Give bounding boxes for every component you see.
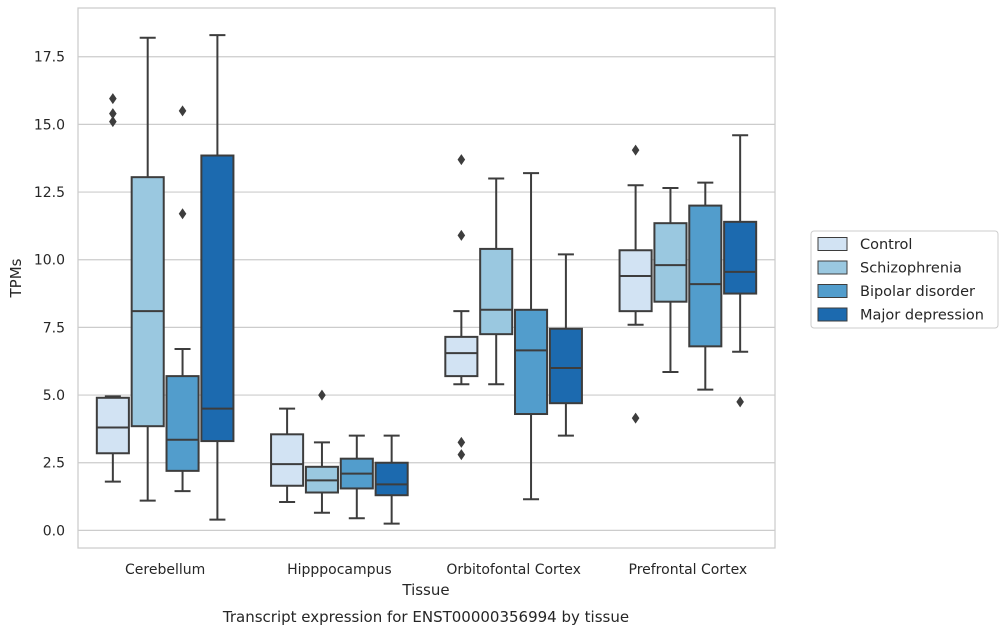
legend-label: Major depression	[860, 308, 984, 324]
box-0-0	[95, 93, 130, 483]
outlier-marker	[178, 208, 187, 220]
y-tick-label: 0.0	[43, 523, 65, 539]
legend-frame	[810, 230, 999, 329]
box-2-3	[688, 181, 723, 391]
box-body	[514, 308, 549, 416]
outlier-marker	[178, 105, 187, 117]
legend-swatch	[817, 284, 848, 298]
outlier-marker	[109, 116, 117, 128]
box-2-2	[514, 172, 549, 501]
box-1-3	[653, 187, 688, 374]
box-body	[548, 327, 583, 405]
box-1-1	[304, 389, 339, 514]
box-body	[618, 249, 653, 313]
x-tick-label: Cerebellum	[125, 562, 205, 578]
box-0-3	[618, 144, 653, 424]
outlier-marker	[457, 154, 466, 166]
box-1-2	[479, 177, 514, 386]
y-axis-label: TPMs	[7, 258, 25, 298]
box-body	[479, 247, 514, 336]
chart-caption: Transcript expression for ENST0000035699…	[222, 608, 629, 626]
box-groups	[95, 34, 758, 525]
outlier-marker	[457, 229, 466, 241]
box-body	[165, 375, 200, 472]
box-3-2	[548, 253, 583, 437]
x-tick-label: Prefrontal Cortex	[629, 562, 748, 578]
y-tick-labels: 0.0 2.5 5.0 7.5 10.0 12.5 15.0 17.5	[34, 50, 65, 540]
legend: Control Schizophrenia Bipolar disorder Majo…	[810, 230, 999, 329]
box-body	[444, 335, 479, 378]
legend-label: Control	[860, 237, 912, 253]
box-1-0	[130, 36, 165, 502]
box-body	[200, 154, 235, 443]
x-axis-label: Tissue	[401, 581, 449, 599]
y-tick-label: 12.5	[34, 185, 65, 201]
box-body	[723, 220, 758, 295]
box-body	[653, 222, 688, 303]
box-0-1	[270, 407, 305, 503]
box-3-0	[200, 34, 235, 521]
x-tick-labels: Cerebellum Hipppocampus Orbitofontal Corte…	[125, 562, 747, 578]
box-body	[130, 176, 165, 428]
outlier-marker	[109, 93, 117, 105]
box-body	[95, 396, 130, 455]
legend-label: Bipolar disorder	[860, 284, 975, 300]
box-body	[688, 204, 723, 348]
outlier-marker	[736, 396, 744, 408]
y-tick-label: 2.5	[43, 456, 65, 472]
outlier-marker	[631, 412, 640, 424]
box-body	[270, 433, 305, 487]
outlier-marker	[631, 144, 640, 156]
y-tick-label: 17.5	[34, 50, 65, 66]
box-2-0	[165, 105, 200, 493]
y-tick-label: 15.0	[34, 117, 65, 133]
outlier-marker	[457, 449, 466, 461]
box-3-3	[723, 134, 758, 408]
legend-swatch	[817, 237, 848, 251]
x-tick-label: Orbitofontal Cortex	[446, 562, 581, 578]
y-tick-label: 10.0	[34, 253, 65, 269]
y-tick-label: 5.0	[43, 388, 65, 404]
x-tick-label: Hipppocampus	[287, 562, 392, 578]
box-3-1	[374, 434, 409, 525]
box-0-2	[444, 154, 479, 461]
legend-swatch	[817, 307, 848, 322]
legend-label: Schizophrenia	[860, 261, 962, 277]
plot-frame	[77, 7, 776, 549]
y-tick-label: 7.5	[43, 320, 65, 336]
legend-swatch	[817, 260, 848, 275]
box-2-1	[339, 434, 374, 520]
outlier-marker	[457, 436, 466, 448]
outlier-marker	[318, 389, 326, 401]
box-body	[374, 461, 409, 497]
outlier-marker	[109, 108, 117, 120]
